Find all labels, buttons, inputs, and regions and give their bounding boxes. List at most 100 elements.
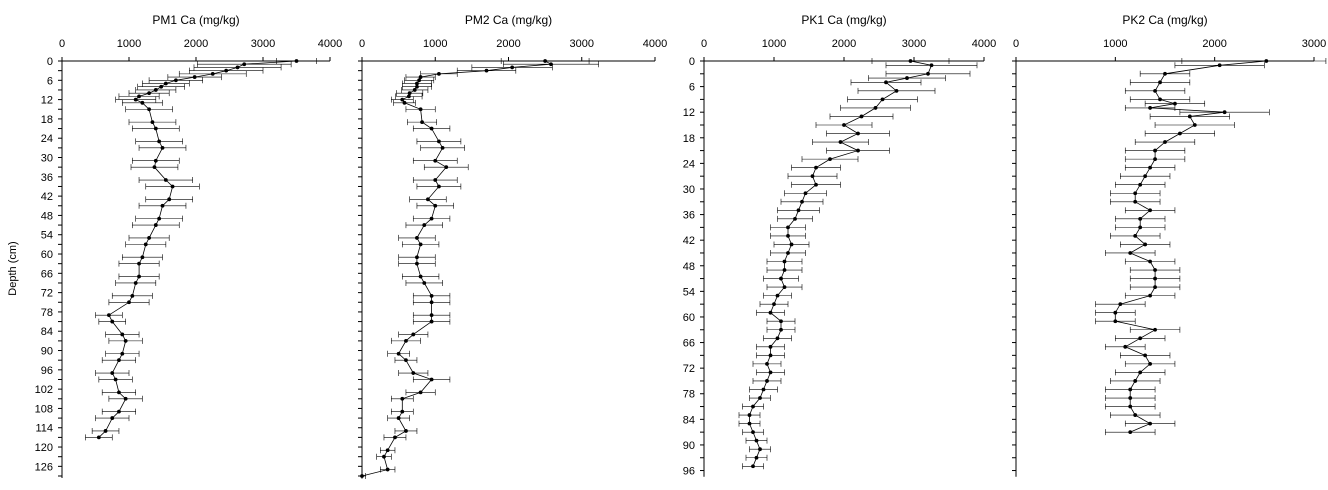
data-point xyxy=(782,268,787,272)
y-tick-label: 84 xyxy=(41,326,53,338)
data-point xyxy=(803,191,808,196)
data-point xyxy=(192,75,197,79)
data-point xyxy=(1148,106,1152,110)
data-point xyxy=(415,84,419,89)
data-point xyxy=(429,126,434,131)
data-point xyxy=(549,62,553,67)
data-point xyxy=(444,165,449,170)
data-point xyxy=(1187,114,1192,119)
data-point xyxy=(110,319,115,324)
data-point xyxy=(884,80,888,85)
x-tick-label: 0 xyxy=(701,38,707,50)
data-point xyxy=(800,199,804,204)
data-point xyxy=(174,78,178,83)
y-tick-label: 54 xyxy=(41,230,53,242)
data-point xyxy=(110,416,115,420)
data-point xyxy=(779,327,783,332)
data-point xyxy=(385,448,390,453)
data-point xyxy=(828,157,832,162)
y-tick-label: 54 xyxy=(683,286,695,298)
data-point xyxy=(422,223,427,227)
data-point xyxy=(1143,353,1148,358)
panel-2: PM2 Ca (mg/kg) 0 1000 2000 3000 4000 xyxy=(358,13,667,479)
x-tick-label: 0 xyxy=(59,38,65,50)
data-point xyxy=(1153,157,1157,162)
data-point xyxy=(422,281,427,285)
y-tick-label: 126 xyxy=(35,461,53,473)
x-tick-label: 2000 xyxy=(832,38,856,50)
y-tick-label: 108 xyxy=(35,403,53,415)
data-point xyxy=(123,338,128,343)
data-point xyxy=(404,338,408,343)
data-point xyxy=(1128,396,1133,400)
y-tick-label: 90 xyxy=(41,346,53,358)
data-point xyxy=(429,377,434,382)
y-tick-label: 42 xyxy=(41,191,53,203)
x-tick-label: 4000 xyxy=(643,38,667,50)
y-tick-label: 66 xyxy=(683,338,695,350)
data-point xyxy=(406,94,411,99)
data-point xyxy=(429,216,434,221)
data-point xyxy=(1138,182,1143,187)
data-point xyxy=(117,409,121,414)
data-point xyxy=(103,429,108,433)
panel-title: PK2 Ca (mg/kg) xyxy=(1122,13,1207,27)
data-point xyxy=(775,293,780,298)
data-point xyxy=(838,140,843,144)
data-point xyxy=(1133,199,1138,204)
y-tick-label: 60 xyxy=(41,249,53,261)
data-point xyxy=(130,293,135,298)
data-point xyxy=(768,353,773,358)
y-tick-label: 18 xyxy=(41,114,53,126)
data-point xyxy=(1158,80,1162,85)
x-tick-label: 2000 xyxy=(1202,38,1226,50)
data-point xyxy=(433,203,438,208)
data-point xyxy=(772,302,776,307)
data-point xyxy=(775,336,780,341)
data-point xyxy=(856,131,860,136)
data-point xyxy=(779,319,783,324)
data-point xyxy=(159,84,164,89)
data-point xyxy=(782,285,787,289)
data-point xyxy=(437,139,441,144)
data-point xyxy=(167,197,172,202)
x-tick-label: 3000 xyxy=(902,38,926,50)
x-tick-label: 3000 xyxy=(1302,38,1326,50)
data-point xyxy=(157,216,162,221)
data-point xyxy=(360,474,364,478)
y-tick-label: 90 xyxy=(683,440,695,452)
data-point xyxy=(484,68,489,73)
y-tick-label: 72 xyxy=(41,288,53,300)
data-point xyxy=(761,387,766,392)
data-point xyxy=(429,293,434,298)
series-line xyxy=(98,60,297,438)
y-tick-label: 96 xyxy=(41,365,53,377)
data-point xyxy=(415,236,419,240)
y-tick-label: 0 xyxy=(47,56,53,68)
x-tick-label: 3000 xyxy=(570,38,594,50)
data-point xyxy=(1148,293,1152,298)
data-point xyxy=(120,332,125,337)
x-tick-label: 4000 xyxy=(972,38,996,50)
data-point xyxy=(235,65,240,70)
y-tick-label: 12 xyxy=(41,95,53,107)
data-point xyxy=(415,261,419,266)
y-tick-label: 0 xyxy=(689,56,695,68)
data-point xyxy=(1222,110,1227,115)
data-point xyxy=(1153,327,1157,332)
data-point xyxy=(1133,379,1138,383)
data-point xyxy=(751,404,755,409)
data-point xyxy=(153,158,158,163)
data-point xyxy=(429,313,434,318)
data-point xyxy=(1113,319,1118,324)
y-tick-label: 36 xyxy=(683,210,695,222)
data-point xyxy=(160,145,165,150)
panel-1: PM1 Ca (mg/kg) 0 1000 2000 3000 4000 0 6 12 18 24 3… xyxy=(7,13,342,478)
data-point xyxy=(163,81,168,86)
panel-title: PM1 Ca (mg/kg) xyxy=(152,13,239,27)
x-tick-label: 1000 xyxy=(117,38,141,50)
data-point xyxy=(510,65,515,70)
data-point xyxy=(137,274,141,279)
data-point xyxy=(1118,302,1123,307)
